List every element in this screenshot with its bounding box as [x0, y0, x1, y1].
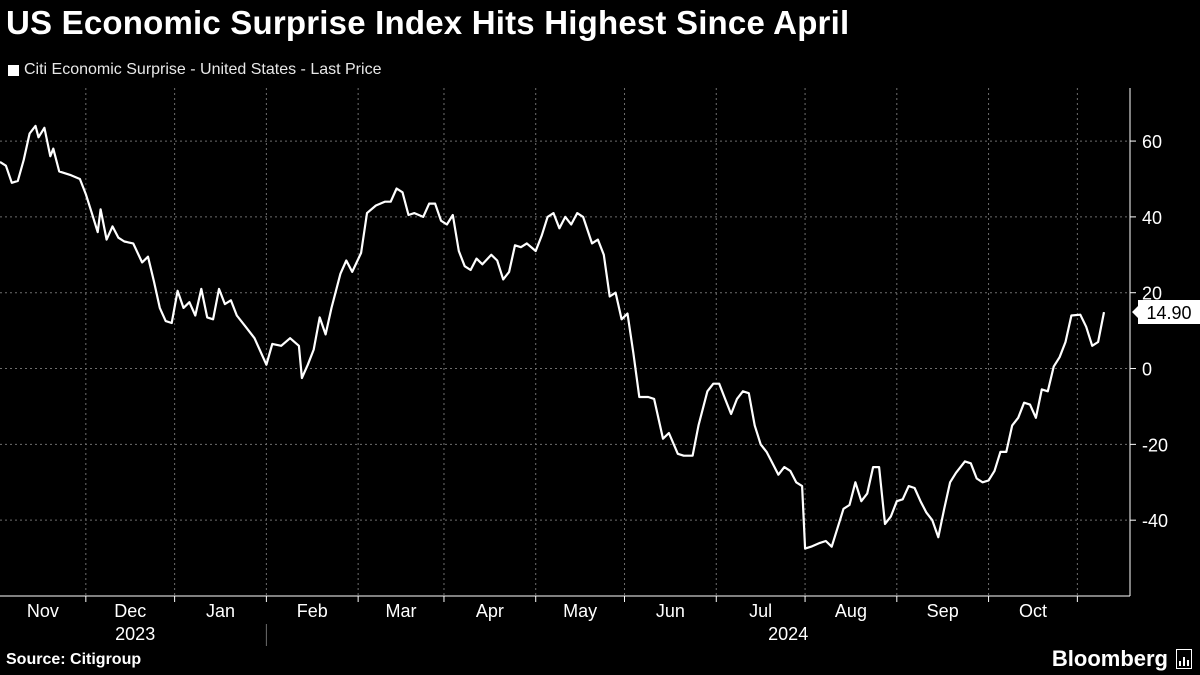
horizontal-gridlines [0, 140, 1130, 521]
x-axis-tick-label: Jun [656, 601, 685, 621]
y-axis-tick-label: -20 [1142, 435, 1168, 455]
x-axis-tick-label: Aug [835, 601, 867, 621]
series-layer [0, 124, 1106, 550]
x-axis-tick-label: May [563, 601, 597, 621]
x-axis-tick-label: Dec [114, 601, 146, 621]
legend-label: Citi Economic Surprise - United States -… [24, 61, 382, 78]
last-value-label: 14.90 [1146, 303, 1191, 323]
x-axis-tick-label: Apr [476, 601, 504, 621]
year-label-2023: 2023 [115, 624, 155, 644]
x-axis-tick-label: Mar [386, 601, 417, 621]
x-axis-tick-label: Oct [1019, 601, 1047, 621]
x-axis-tick-label: Sep [927, 601, 959, 621]
brand: Bloomberg [1052, 646, 1192, 672]
bloomberg-chart-icon [1176, 649, 1192, 669]
y-axis-tick-label: 60 [1142, 132, 1162, 152]
brand-name: Bloomberg [1051, 646, 1168, 671]
year-label-2024: 2024 [768, 624, 808, 644]
x-axis-tick-label: Nov [27, 601, 59, 621]
x-axis-tick-label: Feb [297, 601, 328, 621]
y-axis-tick-label: 40 [1142, 208, 1162, 228]
y-axis-tick-label: 20 [1142, 284, 1162, 304]
source-note: Source: Citigroup [6, 651, 142, 668]
series-line [0, 124, 1106, 550]
legend-swatch [8, 64, 19, 76]
chart-title: US Economic Surprise Index Hits Highest … [6, 4, 850, 41]
x-axis-tick-label: Jan [206, 601, 235, 621]
last-value-marker [1132, 300, 1200, 325]
y-axis-tick-label: -40 [1142, 511, 1168, 531]
axes [0, 88, 1136, 646]
y-axis-tick-label: 0 [1142, 360, 1152, 380]
x-axis-tick-label: Jul [749, 601, 772, 621]
legend: Citi Economic Surprise - United States -… [8, 61, 381, 79]
last-value-label-group: 14.90 [1132, 300, 1200, 325]
y-axis-tick-labels: 60 40 20 0 -20 -40 [1142, 132, 1168, 531]
x-axis-tick-labels: Nov Dec Jan Feb Mar Apr May Jun Jul Aug Sep Oct 2023… [27, 601, 1047, 644]
